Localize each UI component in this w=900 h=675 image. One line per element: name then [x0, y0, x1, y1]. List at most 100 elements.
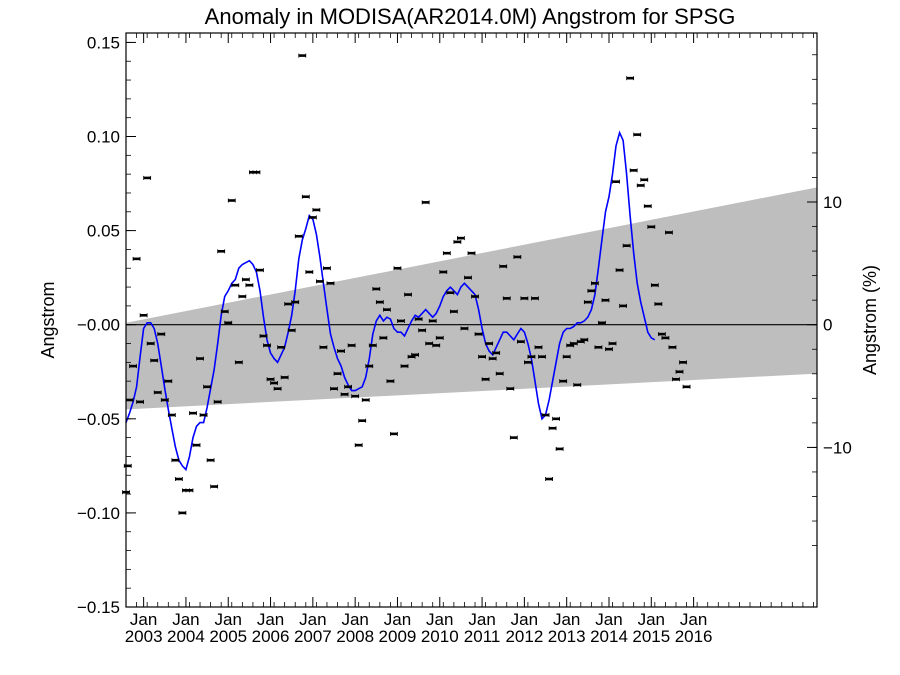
y-tick-label: −0.00 [77, 316, 120, 335]
y-tick-label: 0.15 [87, 33, 120, 52]
x-tick-year-label: 2004 [167, 627, 205, 646]
data-point [400, 364, 409, 369]
x-tick-year-label: 2007 [294, 627, 332, 646]
data-point [485, 341, 494, 346]
data-point [354, 443, 363, 448]
x-tick-month-label: Jan [511, 610, 538, 629]
data-point [259, 333, 268, 338]
data-point [220, 309, 229, 314]
data-point [601, 298, 610, 303]
data-point [273, 386, 282, 391]
data-point [509, 435, 518, 440]
chart-title: Anomaly in MODISA(AR2014.0M) Angstrom fo… [205, 4, 736, 29]
data-point [605, 347, 613, 352]
data-point [344, 384, 353, 389]
data-point [562, 354, 571, 359]
x-tick-year-label: 2005 [209, 627, 247, 646]
data-point [150, 358, 159, 363]
data-point [439, 270, 448, 275]
data-point [174, 477, 183, 482]
data-point [675, 369, 684, 374]
data-point [294, 234, 303, 239]
data-point [238, 294, 247, 299]
data-point [538, 354, 546, 359]
data-point [647, 224, 656, 229]
data-point [390, 431, 398, 436]
data-point [143, 175, 152, 180]
data-point [457, 236, 465, 241]
data-point [598, 320, 606, 325]
smoothed-series-line [125, 130, 656, 472]
data-point [665, 230, 673, 235]
x-tick-month-label: Jan [172, 610, 199, 629]
data-point [178, 510, 187, 515]
data-point [171, 458, 180, 463]
data-point [527, 354, 536, 359]
data-point [619, 303, 627, 308]
data-point [256, 268, 264, 273]
data-point [661, 335, 670, 340]
data-point [160, 397, 169, 402]
data-point [146, 341, 155, 346]
x-tick-month-label: Jan [130, 610, 157, 629]
data-point [583, 300, 592, 305]
x-tick-year-label: 2013 [548, 627, 586, 646]
data-point [481, 377, 490, 382]
data-point [446, 290, 455, 295]
data-point [213, 399, 222, 404]
data-point [375, 300, 384, 305]
data-point [548, 426, 557, 431]
data-point [587, 288, 596, 293]
data-point [351, 394, 360, 399]
data-point [129, 364, 137, 369]
data-point [502, 296, 511, 301]
y-tick-label: −0.10 [77, 504, 120, 523]
x-tick-year-label: 2010 [421, 627, 459, 646]
y-tick-label: 0.10 [87, 128, 120, 147]
data-point [326, 281, 335, 286]
data-point [636, 183, 645, 188]
data-point [323, 266, 331, 271]
data-point [397, 318, 405, 323]
x-tick-year-label: 2014 [590, 627, 628, 646]
data-point [488, 356, 497, 361]
data-point [464, 275, 472, 280]
data-point [231, 283, 240, 288]
data-point [287, 328, 296, 333]
x-tick-year-label: 2009 [379, 627, 417, 646]
x-tick-year-label: 2003 [125, 627, 163, 646]
data-point [301, 194, 310, 199]
data-point [555, 446, 564, 451]
data-point [513, 254, 522, 259]
y2-axis-label: Angstrom (%) [860, 265, 880, 375]
data-point [224, 320, 233, 325]
data-point [227, 198, 236, 203]
plot-frame [125, 32, 818, 608]
data-point [340, 392, 349, 397]
data-point [506, 386, 515, 391]
data-point [361, 397, 370, 402]
data-point [594, 345, 603, 350]
data-point [545, 477, 553, 482]
data-point [580, 337, 589, 342]
data-point [640, 177, 649, 182]
data-point [266, 377, 275, 382]
data-point [414, 317, 423, 322]
data-point [633, 132, 642, 137]
data-point [495, 371, 504, 376]
data-point [210, 484, 219, 489]
data-point [516, 339, 525, 344]
data-point [654, 302, 663, 307]
data-point [524, 360, 532, 365]
data-point [189, 411, 197, 416]
data-point [612, 179, 620, 184]
data-point [379, 335, 388, 340]
data-point [552, 416, 561, 421]
y2-tick-label: 0 [823, 316, 832, 335]
data-point [492, 350, 501, 355]
axes-layer: 0.15 0.10 0.05 −0.00 −0.05 −0.10 −0.15 10 0 −10 Ja… [77, 32, 852, 646]
data-point [153, 390, 162, 395]
x-tick-year-label: 2008 [336, 627, 374, 646]
x-tick-month-label: Jan [595, 610, 622, 629]
